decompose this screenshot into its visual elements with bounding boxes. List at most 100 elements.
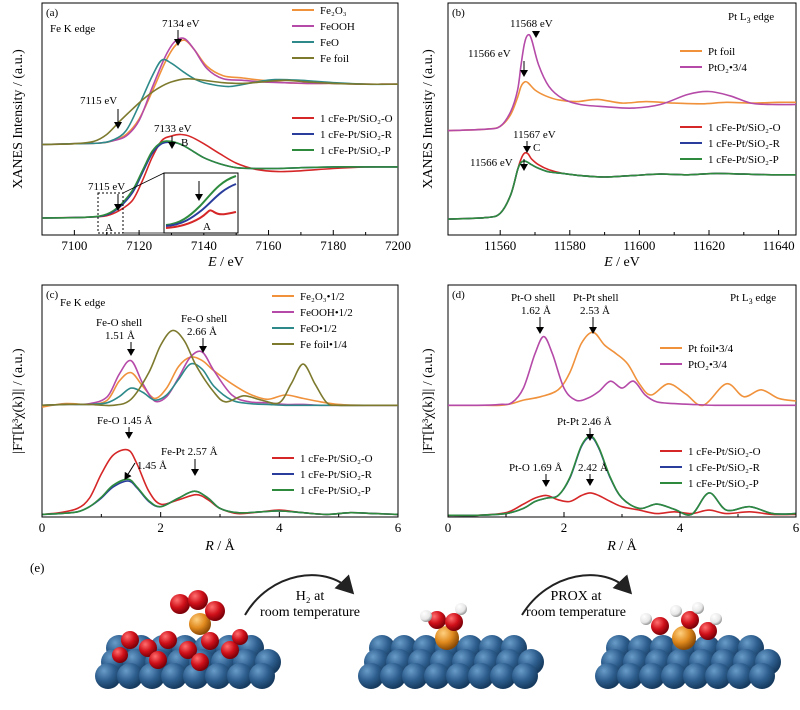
series-line [447, 335, 796, 407]
annotation: Fe-Pt 2.57 Å [161, 446, 218, 458]
series-line [448, 331, 797, 407]
panel-label: (d) [452, 289, 465, 301]
x-tick-label: 6 [395, 520, 402, 535]
support-atom [595, 663, 621, 689]
series-line [41, 350, 398, 407]
series-line [41, 77, 399, 146]
plot-frame [447, 2, 797, 236]
legend-entry: 1 cFe-Pt/SiO₂-O [688, 446, 761, 458]
legend-entry: 1 cFe-Pt/SiO₂-O [320, 113, 393, 125]
annotation: 11566 eV [468, 48, 511, 60]
annotation: 2.66 Å [187, 326, 217, 338]
annotation: 2.42 Å [578, 462, 608, 474]
support-atom [139, 663, 165, 689]
support-atom [358, 663, 384, 689]
structure-1 [95, 590, 281, 689]
x-tick-label: 11600 [623, 238, 655, 253]
edge-label: Fe K edge [50, 23, 95, 35]
x-axis-label: R / Å [606, 538, 637, 554]
annotation: Fe-O shell [181, 313, 227, 325]
x-tick-label: 7100 [61, 238, 87, 253]
x-axis-label: R / Å [204, 538, 235, 554]
hydrogen-atom [455, 603, 467, 615]
panel-b: (b) Pt L3 edge XANES Intensity / (a.u.) … [421, 2, 797, 270]
legend-entry: 1 cFe-Pt/SiO₂-R [708, 138, 781, 150]
annotation: Pt-Pt 2.46 Å [557, 416, 612, 428]
annotation: Pt-O shell [511, 292, 555, 304]
step-label: room temperature [260, 605, 360, 620]
series-line [41, 37, 399, 146]
annotation: 11567 eV [513, 129, 556, 141]
annotation: 1.45 Å [137, 460, 167, 472]
support-atom [161, 663, 187, 689]
legend-entry: Fe foil•1/4 [300, 339, 347, 351]
hydrogen-atom [710, 613, 722, 625]
x-tick-label: 4 [677, 520, 684, 535]
support-atom [95, 663, 121, 689]
legend-entry: FeO [320, 37, 339, 49]
annotations: Fe-O shell 1.51 Å Fe-O shell 2.66 Å Fe-O… [96, 313, 227, 480]
oxygen-atom [681, 611, 699, 629]
x-tick-label: 7120 [126, 238, 152, 253]
support-atom [446, 663, 472, 689]
structure-3 [595, 602, 781, 689]
edge-label: Fe K edge [60, 297, 105, 309]
panel-c: (c) Fe K edge |FT[k³χ(k)]| / (a.u.) R / … [11, 284, 402, 554]
annotation: C [533, 142, 540, 154]
step-label: room temperature [526, 605, 626, 620]
legend-entry: Fe₂O₃ [320, 5, 347, 17]
annotation: Fe-O shell [96, 317, 142, 329]
annotation: 7115 eV [80, 95, 117, 107]
oxygen-atom [428, 611, 446, 629]
series-line [41, 58, 399, 146]
plot-frame [41, 2, 399, 236]
support-atom [227, 663, 253, 689]
series-line [41, 329, 398, 407]
series-line [447, 435, 797, 517]
fe-atom [189, 613, 211, 635]
annotation: A [105, 222, 113, 234]
support-atom [380, 663, 406, 689]
series-line [41, 356, 399, 408]
x-tick-label: 2 [157, 520, 164, 535]
legend-entry: FeOOH•1/2 [300, 307, 353, 319]
oxygen-atom [651, 617, 669, 635]
legend-entry: 1 cFe-Pt/SiO₂-R [300, 469, 373, 481]
legend-entry: 1 cFe-Pt/SiO₂-P [320, 145, 391, 157]
panel-label: (a) [46, 7, 59, 19]
x-tick-label: 7180 [320, 238, 346, 253]
annotation: 11568 eV [510, 18, 553, 30]
x-tick-label: 7140 [191, 238, 217, 253]
zoom-region [97, 192, 124, 234]
annotation: 7134 eV [162, 18, 200, 30]
annotations: Pt-O shell 1.62 Å Pt-Pt shell 2.53 Å Pt-… [509, 292, 619, 487]
support-atom [512, 663, 538, 689]
support-atom [639, 663, 665, 689]
support-atom [468, 663, 494, 689]
series-line [447, 160, 797, 220]
x-tick-label: 7200 [385, 238, 411, 253]
support-atom [749, 663, 775, 689]
annotation: B [181, 137, 188, 149]
support-atom [249, 663, 275, 689]
support-atom [117, 663, 143, 689]
x-tick-label: 11560 [484, 238, 516, 253]
panel-label: (b) [452, 7, 465, 19]
annotation: 11566 eV [470, 157, 513, 169]
x-tick-label: 2 [561, 520, 568, 535]
y-axis-label: |FT[k³χ(k)]| / (a.u.) [421, 348, 436, 454]
x-tick-label: 11640 [763, 238, 795, 253]
legend-entry: PtO₂•3/4 [688, 359, 727, 371]
x-tick-label: 11580 [554, 238, 586, 253]
support-atom [705, 663, 731, 689]
panel-label: (e) [30, 560, 44, 575]
series-line [447, 160, 797, 220]
step-label: H₂ at [296, 589, 325, 604]
legend-entry: Pt foil•3/4 [688, 343, 734, 355]
legend-entry: Fe foil [320, 53, 349, 65]
oxygen-atom [188, 590, 208, 610]
x-axis-label: E / eV [207, 255, 244, 270]
annotation: 7133 eV [154, 123, 192, 135]
oxygen-atom [170, 594, 190, 614]
x-tick-label: 0 [445, 520, 452, 535]
